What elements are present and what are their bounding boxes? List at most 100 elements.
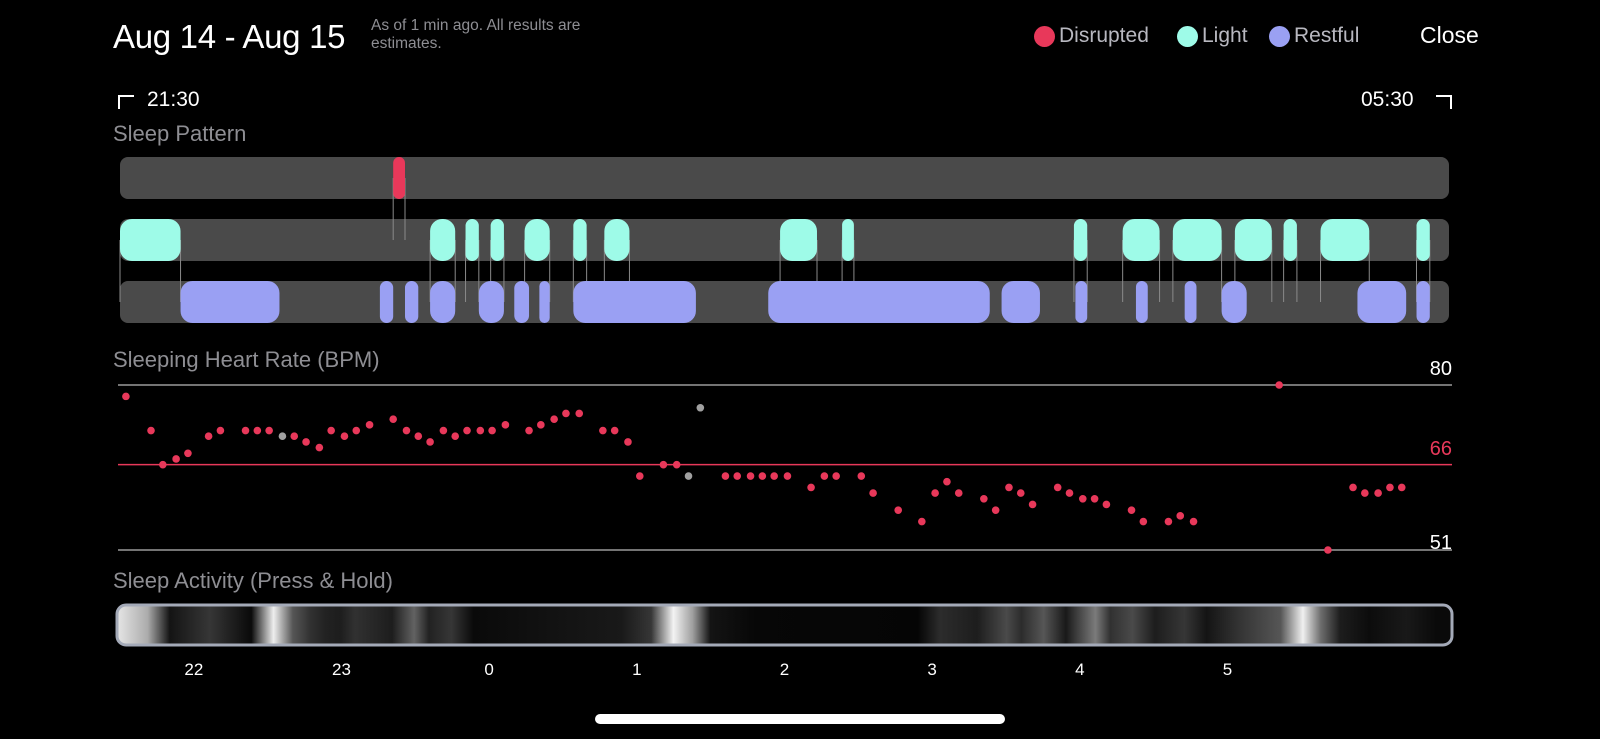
heart-rate-point: [352, 426, 361, 435]
heart-rate-point: [991, 506, 1000, 514]
restful-segment: [404, 281, 419, 323]
heart-rate-point: [550, 415, 558, 423]
light-segment: [1320, 219, 1370, 261]
restful-segment: [1221, 281, 1247, 323]
heart-rate-point: [1386, 483, 1394, 492]
light-segment: [1416, 219, 1430, 261]
heart-rate-point: [278, 432, 287, 441]
heart-rate-point: [624, 438, 632, 446]
light-segment: [120, 219, 181, 261]
heart-rate-point: [869, 489, 877, 497]
heart-rate-point: [954, 489, 963, 497]
heart-rate-point: [1005, 483, 1013, 492]
restful-segment: [379, 281, 394, 323]
disrupted-track: [120, 157, 1449, 199]
restful-segment: [180, 281, 280, 323]
heart-rate-point: [501, 421, 510, 429]
axis-tick-label: 3: [927, 660, 936, 679]
heart-rate-point: [746, 472, 755, 480]
heart-rate-point: [340, 432, 349, 441]
heart-rate-point: [1164, 517, 1173, 526]
heart-rate-point: [832, 472, 840, 480]
heart-rate-point: [365, 421, 374, 429]
heart-rate-point: [980, 494, 988, 503]
restful-segment: [1001, 281, 1040, 323]
activity-heat-strip[interactable]: [118, 606, 1451, 644]
light-segment: [1073, 219, 1088, 261]
heart-rate-point: [537, 421, 545, 429]
home-indicator[interactable]: [595, 714, 1005, 724]
light-segment: [1172, 219, 1222, 261]
close-button[interactable]: Close: [1420, 22, 1479, 48]
light-segment: [842, 219, 854, 261]
light-segment: [780, 219, 817, 261]
restful-segment: [514, 281, 530, 323]
estimate-note: As of 1 min ago. All results are estimat…: [371, 17, 581, 52]
restful-segment: [430, 281, 456, 323]
axis-tick-label: 5: [1223, 660, 1232, 679]
light-segment: [490, 219, 504, 261]
heart-rate-point: [253, 426, 262, 435]
heart-rate-point: [1053, 483, 1062, 492]
axis-tick-label: 4: [1075, 660, 1084, 679]
restful-segment: [478, 281, 504, 323]
legend-label-disrupted: Disrupted: [1059, 24, 1149, 47]
heart-rate-point: [1127, 506, 1136, 514]
legend-label-light: Light: [1202, 24, 1248, 47]
heart-rate-point: [265, 426, 273, 435]
restful-segment: [1184, 281, 1197, 323]
hr-max-label: 80: [1430, 358, 1452, 380]
start-time: 21:30: [147, 88, 200, 111]
heart-rate-point: [599, 426, 607, 435]
heart-rate-point: [1397, 483, 1406, 492]
end-time: 05:30: [1361, 88, 1414, 111]
sleep-pattern-segments: [120, 157, 1430, 323]
axis-tick-label: 22: [184, 660, 203, 679]
heart-rate-point: [1139, 517, 1148, 526]
heart-rate-point: [1028, 500, 1037, 509]
heart-rate-point: [402, 426, 411, 435]
heart-rate-point: [575, 409, 584, 418]
light-segment: [465, 219, 479, 261]
sleep-pattern-title: Sleep Pattern: [113, 121, 247, 146]
heart-rate-point: [721, 472, 730, 480]
legend-item-disrupted: Disrupted: [1034, 24, 1149, 48]
heart-rate-point: [807, 483, 815, 492]
heart-rate-point: [451, 432, 460, 441]
heart-rate-point: [758, 472, 767, 480]
heart-rate-point: [315, 443, 324, 452]
page-title: Aug 14 - Aug 15: [113, 18, 346, 55]
restful-segment: [1416, 281, 1430, 323]
legend-item-restful: Restful: [1269, 24, 1359, 48]
heart-rate-point: [290, 432, 299, 441]
axis-tick-label: 0: [484, 660, 493, 679]
heart-rate-point: [122, 392, 130, 401]
heart-rate-point: [389, 415, 397, 423]
heart-rate-point: [635, 472, 644, 480]
heart-rate-point: [659, 460, 668, 469]
heart-rate-point: [463, 426, 471, 435]
heart-rate-title: Sleeping Heart Rate (BPM): [113, 347, 380, 372]
range-end-bracket-icon: [1436, 95, 1452, 109]
heart-rate-point: [1189, 517, 1198, 526]
heart-rate-point: [943, 477, 951, 486]
heart-rate-point: [783, 472, 792, 480]
restful-segment: [573, 281, 696, 323]
hr-avg-label: 66: [1430, 438, 1452, 460]
restful-segment: [539, 281, 550, 323]
heart-rate-point: [204, 432, 213, 441]
sleep-activity-title: Sleep Activity (Press & Hold): [113, 568, 393, 593]
heart-rate-point: [439, 426, 448, 435]
heart-rate-point: [918, 517, 926, 526]
heart-rate-point: [894, 506, 903, 514]
heart-rate-point: [931, 489, 939, 497]
light-segment: [573, 219, 587, 261]
sleep-activity-bar[interactable]: [115, 603, 1454, 647]
heart-rate-point: [672, 460, 681, 469]
disrupted-dot-icon: [1034, 25, 1055, 47]
heart-rate-point: [172, 455, 180, 463]
hr-min-label: 51: [1430, 532, 1452, 554]
heart-rate-point: [1349, 483, 1357, 492]
legend-item-light: Light: [1177, 24, 1248, 48]
